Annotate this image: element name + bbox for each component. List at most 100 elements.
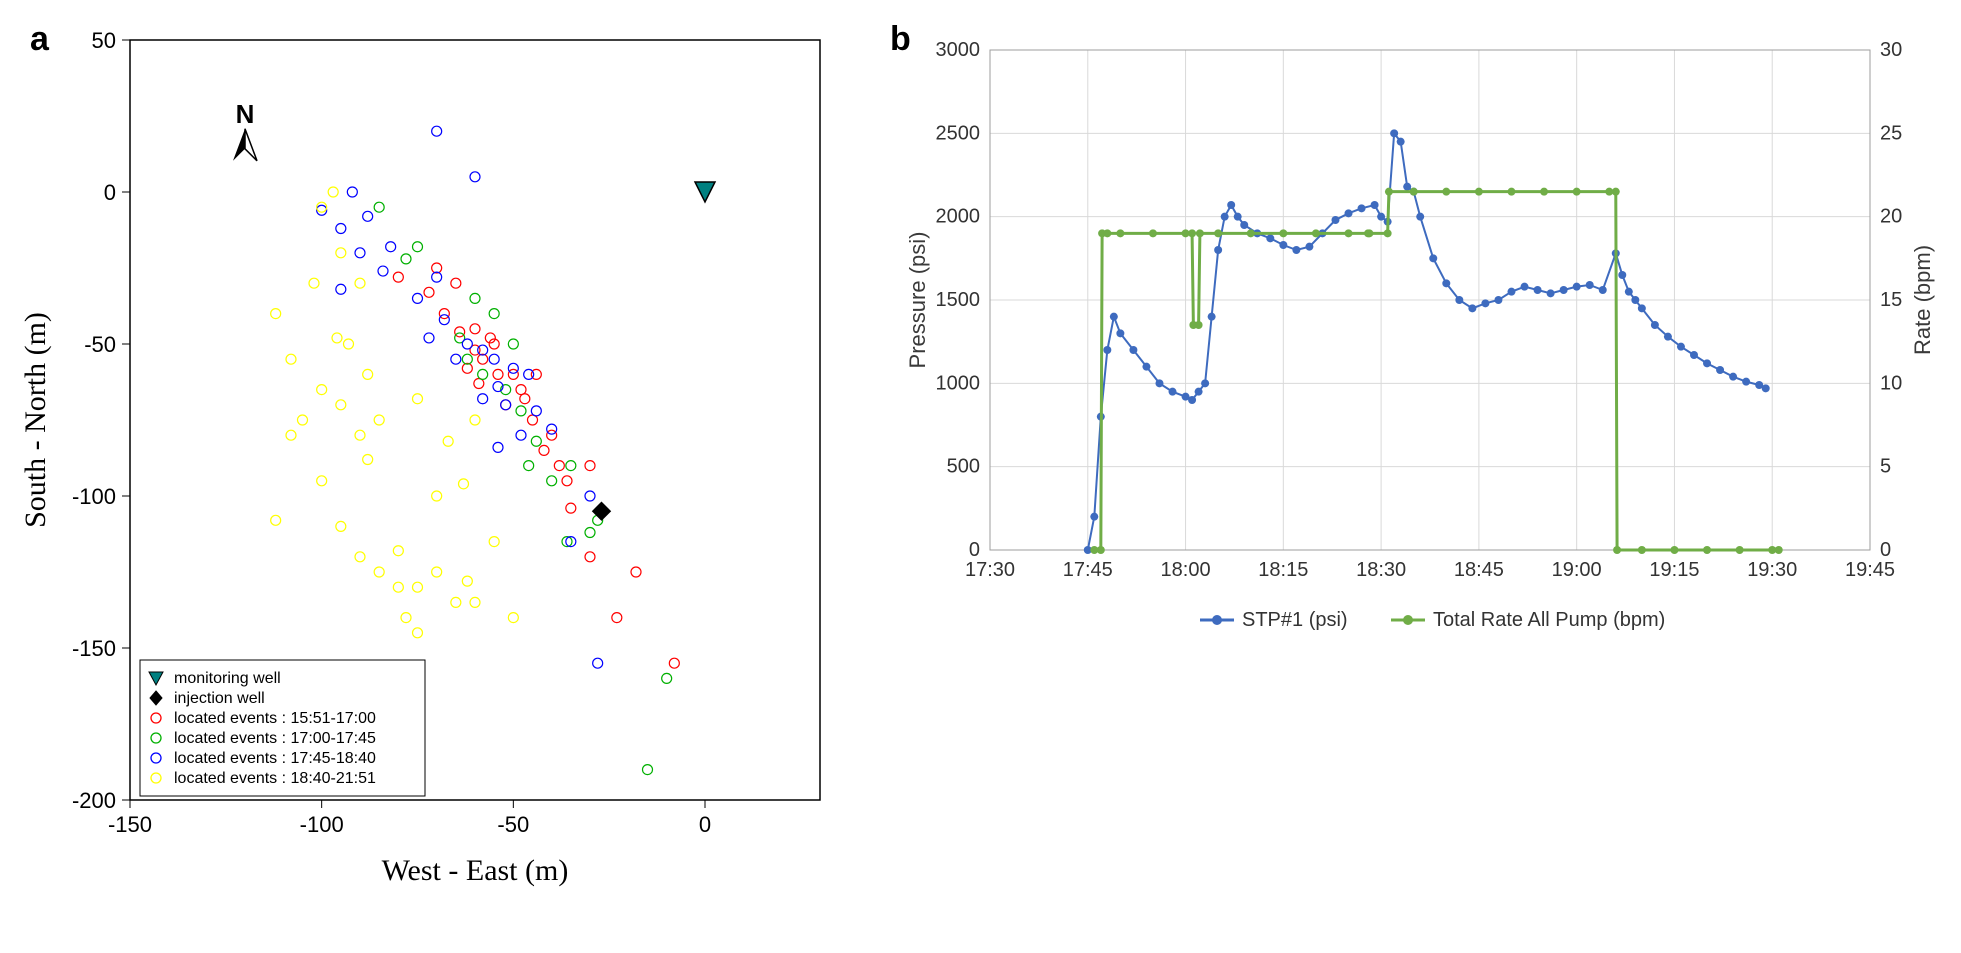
- series-marker: [1521, 283, 1529, 291]
- series-marker: [1664, 333, 1672, 341]
- series-marker: [1729, 373, 1737, 381]
- xtick-label: 19:45: [1845, 559, 1895, 581]
- series-marker: [1312, 229, 1320, 237]
- series-marker: [1775, 546, 1783, 554]
- ytick-label: -100: [72, 484, 116, 509]
- y1tick-label: 1000: [936, 372, 981, 394]
- series-marker: [1573, 188, 1581, 196]
- panel-b-label: b: [890, 20, 911, 59]
- y2tick-label: 30: [1880, 39, 1902, 61]
- series-marker: [1410, 188, 1418, 196]
- y2-axis-label: Rate (bpm): [1910, 245, 1935, 355]
- series-marker: [1534, 286, 1542, 294]
- series-marker: [1169, 388, 1177, 396]
- series-marker: [1149, 229, 1157, 237]
- series-marker: [1195, 388, 1203, 396]
- series-marker: [1142, 363, 1150, 371]
- series-marker: [1625, 288, 1633, 296]
- y1tick-label: 2000: [936, 206, 981, 228]
- series-marker: [1116, 229, 1124, 237]
- y1tick-label: 1500: [936, 289, 981, 311]
- series-marker: [1201, 379, 1209, 387]
- legend-item-label: located events : 18:40-21:51: [174, 770, 376, 787]
- xtick-label: 18:00: [1161, 559, 1211, 581]
- series-marker: [1110, 313, 1118, 321]
- legend-item-label: located events : 15:51-17:00: [174, 710, 376, 727]
- series-marker: [1090, 513, 1098, 521]
- y1tick-label: 0: [969, 539, 980, 561]
- series-marker: [1345, 229, 1353, 237]
- series-marker: [1638, 546, 1646, 554]
- xtick-label: -100: [300, 812, 344, 837]
- series-marker: [1481, 299, 1489, 307]
- series-marker: [1371, 201, 1379, 209]
- series-marker: [1234, 213, 1242, 221]
- series-marker: [1690, 351, 1698, 359]
- y1tick-label: 2500: [936, 122, 981, 144]
- y2tick-label: 20: [1880, 206, 1902, 228]
- x-axis-label: West - East (m): [382, 854, 569, 887]
- series-marker: [1455, 296, 1463, 304]
- series-marker: [1560, 286, 1568, 294]
- xtick-label: -50: [497, 812, 529, 837]
- series-marker: [1403, 183, 1411, 191]
- xtick-label: 19:00: [1552, 559, 1602, 581]
- series-marker: [1377, 213, 1385, 221]
- series-marker: [1586, 281, 1594, 289]
- legend-item-label: STP#1 (psi): [1242, 609, 1348, 631]
- series-marker: [1227, 201, 1235, 209]
- series-marker: [1188, 396, 1196, 404]
- series-marker: [1762, 384, 1770, 392]
- series-marker: [1638, 304, 1646, 312]
- legend-a: monitoring wellinjection welllocated eve…: [140, 660, 425, 796]
- series-marker: [1103, 346, 1111, 354]
- panel-b-svg: 05001000150020002500300005101520253017:3…: [880, 0, 1961, 948]
- series-marker: [1221, 213, 1229, 221]
- xtick-label: 17:45: [1063, 559, 1113, 581]
- series-marker: [1214, 229, 1222, 237]
- series-marker: [1390, 129, 1398, 137]
- series-marker: [1618, 271, 1626, 279]
- series-marker: [1703, 359, 1711, 367]
- series-marker: [1736, 546, 1744, 554]
- series-marker: [1305, 243, 1313, 251]
- series-marker: [1573, 283, 1581, 291]
- series-marker: [1442, 279, 1450, 287]
- series-marker: [1097, 546, 1105, 554]
- y-axis-label: South - North (m): [19, 312, 52, 528]
- legend-item-label: Total Rate All Pump (bpm): [1433, 609, 1665, 631]
- ytick-label: -150: [72, 636, 116, 661]
- series-marker: [1279, 241, 1287, 249]
- ytick-label: 0: [104, 180, 116, 205]
- ytick-label: -50: [84, 332, 116, 357]
- y2tick-label: 10: [1880, 372, 1902, 394]
- series-marker: [1507, 188, 1515, 196]
- series-marker: [1612, 188, 1620, 196]
- xtick-label: 19:30: [1747, 559, 1797, 581]
- legend-item-label: injection well: [174, 690, 265, 707]
- series-marker: [1116, 329, 1124, 337]
- legend-b: STP#1 (psi) Total Rate All Pump (bpm): [1200, 609, 1665, 631]
- series-marker: [1599, 286, 1607, 294]
- series-marker: [1670, 546, 1678, 554]
- panel-a-label: a: [30, 20, 49, 59]
- series-marker: [1331, 216, 1339, 224]
- xtick-label: 18:45: [1454, 559, 1504, 581]
- series-marker: [1385, 188, 1393, 196]
- series-marker: [1292, 246, 1300, 254]
- compass-label: N: [236, 99, 255, 129]
- series-marker: [1214, 246, 1222, 254]
- series-marker: [1397, 138, 1405, 146]
- legend-item-label: located events : 17:00-17:45: [174, 730, 376, 747]
- series-marker: [1651, 321, 1659, 329]
- series-marker: [1345, 209, 1353, 217]
- series-marker: [1468, 304, 1476, 312]
- series-marker: [1742, 378, 1750, 386]
- series-marker: [1416, 213, 1424, 221]
- y2tick-label: 5: [1880, 456, 1891, 478]
- series-marker: [1279, 229, 1287, 237]
- xtick-label: 17:30: [965, 559, 1015, 581]
- series-marker: [1358, 204, 1366, 212]
- series-marker: [1429, 254, 1437, 262]
- series-marker: [1188, 229, 1196, 237]
